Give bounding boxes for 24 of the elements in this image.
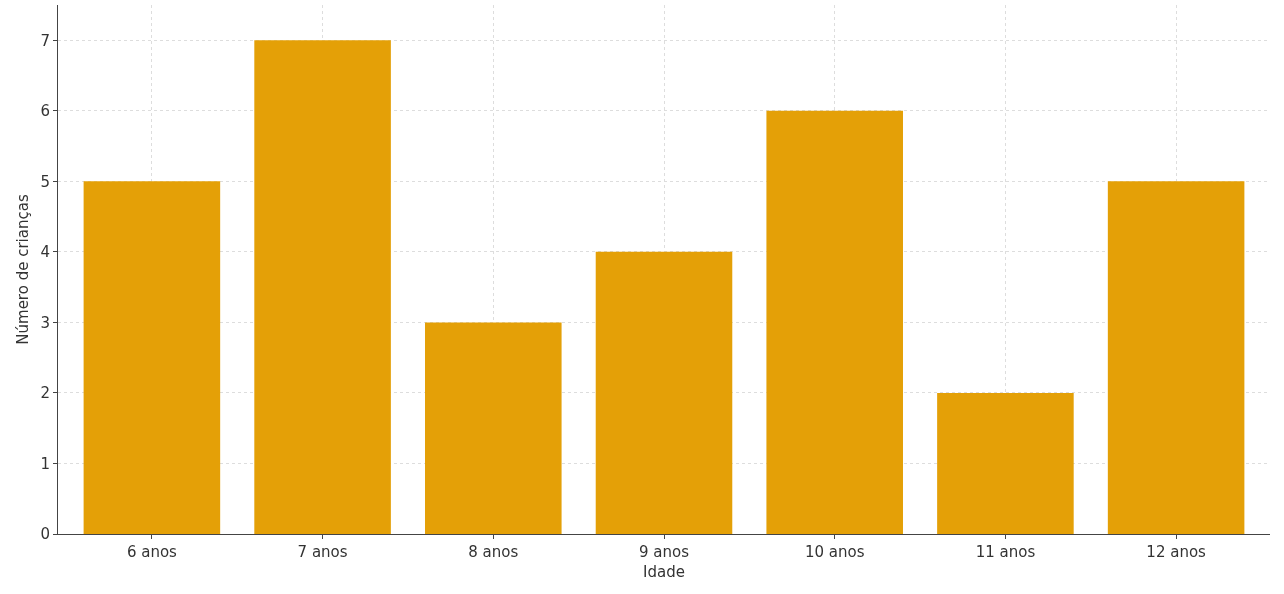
y-tick-label: 4 bbox=[40, 243, 50, 262]
y-tick-label: 5 bbox=[40, 172, 50, 191]
y-axis-title: Número de crianças bbox=[13, 194, 32, 345]
bar bbox=[766, 110, 903, 534]
y-tick-label: 7 bbox=[40, 31, 50, 50]
y-tick-label: 2 bbox=[40, 384, 50, 403]
x-axis-title: Idade bbox=[643, 563, 685, 581]
y-tick-label: 0 bbox=[40, 525, 50, 544]
y-tick-label: 3 bbox=[40, 313, 50, 332]
x-tick-label: 11 anos bbox=[975, 543, 1036, 561]
y-tick-label: 6 bbox=[40, 102, 50, 121]
x-tick-label: 8 anos bbox=[468, 543, 519, 561]
bar bbox=[595, 251, 733, 534]
bar bbox=[1107, 181, 1245, 534]
x-tick-label: 6 anos bbox=[126, 543, 178, 561]
y-tick-label: 1 bbox=[40, 454, 50, 473]
bar bbox=[937, 392, 1074, 534]
bar bbox=[83, 181, 221, 534]
bar bbox=[425, 322, 562, 534]
x-tick-label: 9 anos bbox=[638, 543, 690, 561]
x-tick-label: 12 anos bbox=[1146, 543, 1207, 561]
x-tick-label: 10 anos bbox=[804, 543, 865, 561]
x-tick-label: 7 anos bbox=[297, 543, 348, 561]
bar bbox=[254, 40, 391, 534]
